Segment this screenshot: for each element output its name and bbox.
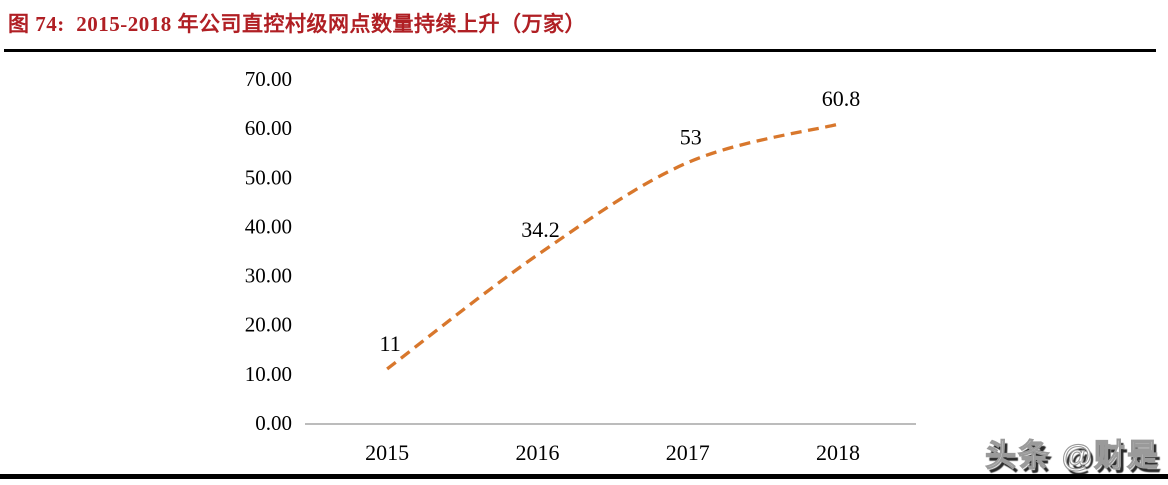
data-label: 11: [380, 331, 401, 356]
data-label: 53: [680, 125, 702, 150]
y-tick-label: 60.00: [245, 116, 292, 140]
watermark: 头条 @财是: [985, 437, 1160, 473]
bottom-divider: [0, 474, 1168, 479]
y-tick-label: 0.00: [255, 411, 292, 435]
x-tick-label: 2015: [365, 440, 409, 465]
y-tick-label: 20.00: [245, 313, 292, 337]
x-tick-label: 2016: [515, 440, 559, 465]
y-tick-label: 70.00: [245, 67, 292, 91]
data-label: 60.8: [822, 86, 861, 111]
data-label: 34.2: [521, 217, 560, 242]
y-tick-label: 50.00: [245, 165, 292, 189]
y-tick-label: 10.00: [245, 362, 292, 386]
series-line: [386, 122, 839, 371]
x-tick-label: 2018: [816, 440, 860, 465]
top-divider: [4, 49, 1156, 52]
y-tick-label: 40.00: [245, 214, 292, 238]
x-tick-label: 2017: [666, 440, 710, 465]
figure-title: 图 74: 2015-2018 年公司直控村级网点数量持续上升（万家）: [8, 12, 586, 36]
y-tick-label: 30.00: [245, 264, 292, 288]
